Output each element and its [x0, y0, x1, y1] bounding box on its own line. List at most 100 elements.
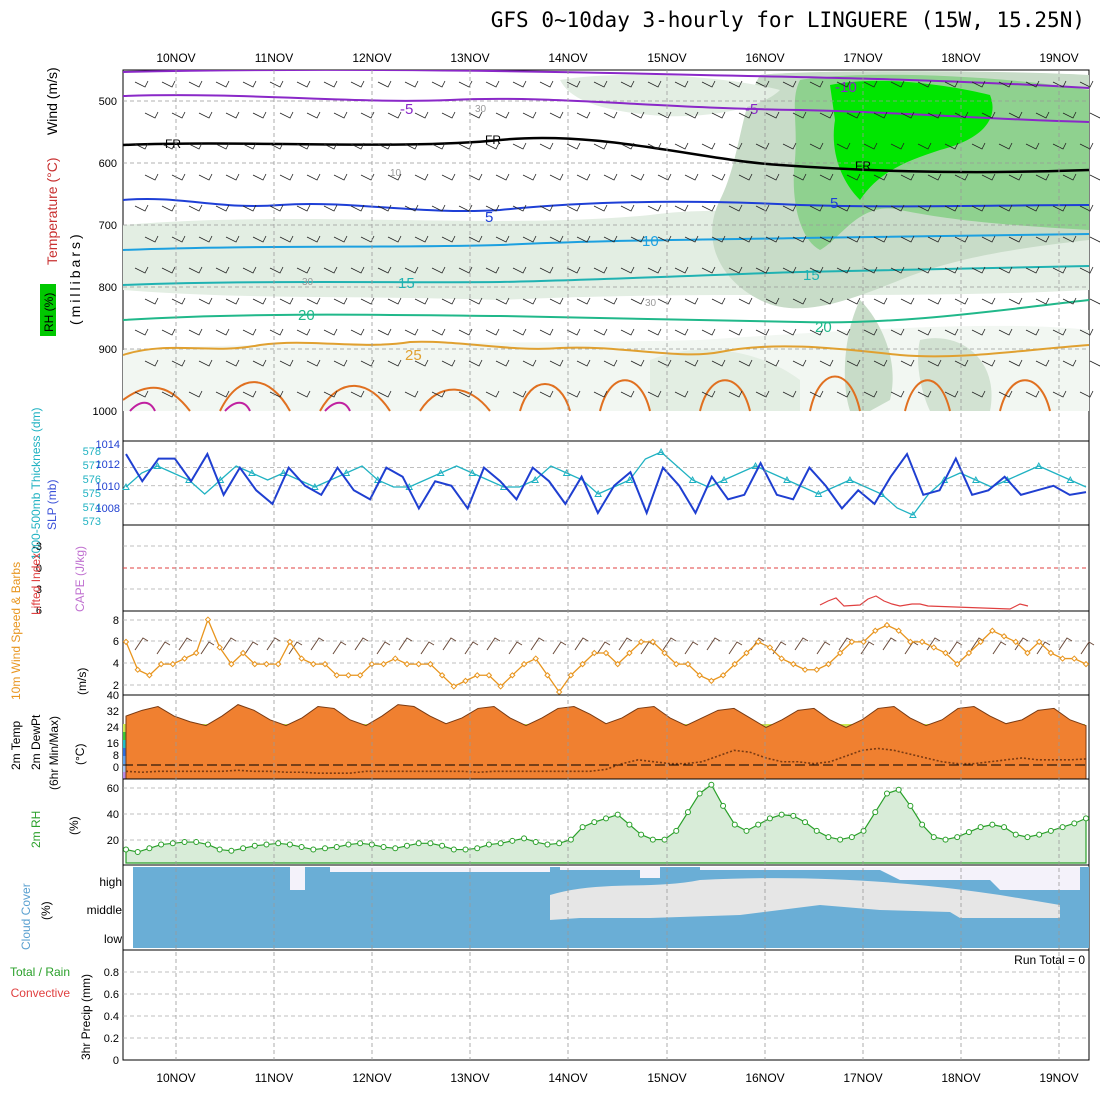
- wind-barb-upper: [809, 390, 824, 398]
- wind-barb-upper: [836, 142, 851, 150]
- wind-barb-upper: [863, 80, 878, 88]
- rh-point: [474, 845, 481, 852]
- dewpoint-line: [125, 747, 1087, 774]
- date-bottom-17nov: 17NOV: [843, 1071, 882, 1085]
- rh-point: [298, 844, 305, 851]
- wind-speed-point: [485, 672, 493, 679]
- wind-speed-point: [239, 649, 247, 657]
- wind-speed-point: [895, 627, 902, 634]
- contour-label-fr-b: FR: [485, 133, 501, 147]
- wind-barb-upper: [809, 142, 824, 150]
- wind-barb-upper: [873, 359, 888, 367]
- wind-barb-upper: [620, 390, 635, 398]
- wind-barb-upper: [593, 80, 608, 88]
- thickness-point: [153, 461, 162, 469]
- wind-barbs-upper: [134, 80, 1100, 398]
- contour-labels: -10 -5 -5 FR FR FR 5 5 10 15 15 20 20 25…: [165, 79, 871, 364]
- wind-barb-upper: [134, 204, 149, 212]
- wind-barb-upper: [630, 359, 645, 367]
- wind-barb-upper: [927, 111, 942, 119]
- wind-barb-upper: [458, 142, 473, 150]
- rh-point: [450, 846, 457, 853]
- thickness-point: [1066, 475, 1075, 483]
- wind-barb-upper: [890, 204, 905, 212]
- wind-barb-upper: [728, 266, 743, 274]
- rh-point: [965, 829, 972, 836]
- ytick-900: 900: [99, 344, 117, 356]
- rh-point: [626, 821, 633, 828]
- wind-barb-upper: [576, 359, 591, 367]
- wind-barb-upper: [188, 328, 203, 336]
- wind-speed-point: [310, 660, 317, 668]
- wind-speed-point: [754, 638, 762, 646]
- wind-barb-upper: [674, 390, 689, 398]
- rh-label-10: 10: [390, 168, 402, 179]
- wind-barb-upper: [863, 204, 878, 212]
- wind-tick-4: 4: [113, 658, 119, 670]
- wind-barb-upper: [279, 111, 294, 119]
- wind-barb-upper: [431, 80, 446, 88]
- thickness-point: [311, 482, 319, 490]
- upper-yticks: 500 600 700 800 900 1000: [93, 96, 117, 418]
- wind-barb-upper: [1062, 173, 1077, 181]
- wind-barb-upper: [404, 80, 419, 88]
- wind-barb-upper: [512, 142, 527, 150]
- rh-point: [883, 790, 890, 797]
- wind-barb-upper: [198, 235, 213, 243]
- wind-barb-upper: [792, 173, 807, 181]
- wind-barb-upper: [566, 204, 581, 212]
- ytick-800: 800: [99, 282, 117, 294]
- wind-barb-upper: [846, 297, 861, 305]
- rh-tick-20: 20: [107, 835, 119, 847]
- rh-point: [696, 790, 703, 797]
- wind-barb-upper: [603, 235, 618, 243]
- rh-point: [790, 812, 797, 819]
- wind-barb-upper: [971, 328, 986, 336]
- wind-barb-upper: [819, 173, 834, 181]
- wind-barb-upper: [954, 173, 969, 181]
- wind-barb-10m: [354, 637, 369, 651]
- day-grid: [175, 70, 1060, 1060]
- wind-barb-upper: [441, 297, 456, 305]
- rh-point: [123, 846, 129, 853]
- wind-barb-10m: [816, 641, 831, 655]
- wind-speed-point: [719, 672, 727, 679]
- wind-barb-upper: [539, 390, 554, 398]
- wind-barb-10m: [156, 641, 171, 655]
- thick-tick-574: 574: [83, 502, 101, 514]
- li-tick-0: 0: [36, 563, 42, 575]
- wind-barb-upper: [836, 80, 851, 88]
- wind-barb-upper: [971, 204, 986, 212]
- wind-barb-upper: [728, 142, 743, 150]
- slp-tick-1008: 1008: [96, 503, 120, 515]
- wind-barb-upper: [431, 142, 446, 150]
- temp-tick-40: 40: [107, 690, 119, 702]
- wind-barb-10m: [706, 637, 721, 651]
- wind-speed-point: [403, 660, 411, 668]
- ytick-600: 600: [99, 158, 117, 170]
- wind-speed-point: [965, 649, 973, 657]
- wind-barb-10m: [794, 637, 809, 651]
- rh-point: [708, 781, 715, 788]
- wind-barb-upper: [458, 80, 473, 88]
- ytick-700: 700: [99, 220, 117, 232]
- rh-point: [567, 836, 574, 843]
- wind-barb-10m: [1080, 641, 1095, 655]
- wind-barb-upper: [306, 235, 321, 243]
- wind-barb-upper: [765, 359, 780, 367]
- thickness-point: [468, 468, 477, 476]
- wind-barb-upper: [539, 204, 554, 212]
- wind-barb-upper: [539, 266, 554, 274]
- thickness-point: [342, 468, 351, 476]
- contour-label-minus5-a: -5: [400, 101, 413, 118]
- thickness-point: [688, 475, 697, 483]
- wind-barb-upper: [539, 328, 554, 336]
- wind-barb-10m: [244, 641, 259, 655]
- thickness-point: [1003, 475, 1012, 483]
- wind-barb-upper: [630, 173, 645, 181]
- wind-speed-point: [1012, 638, 1019, 646]
- wind-barb-10m: [420, 641, 435, 655]
- wind-barb-upper: [566, 390, 581, 398]
- wind-barb-upper: [836, 204, 851, 212]
- lifted-index-line: [819, 595, 1029, 610]
